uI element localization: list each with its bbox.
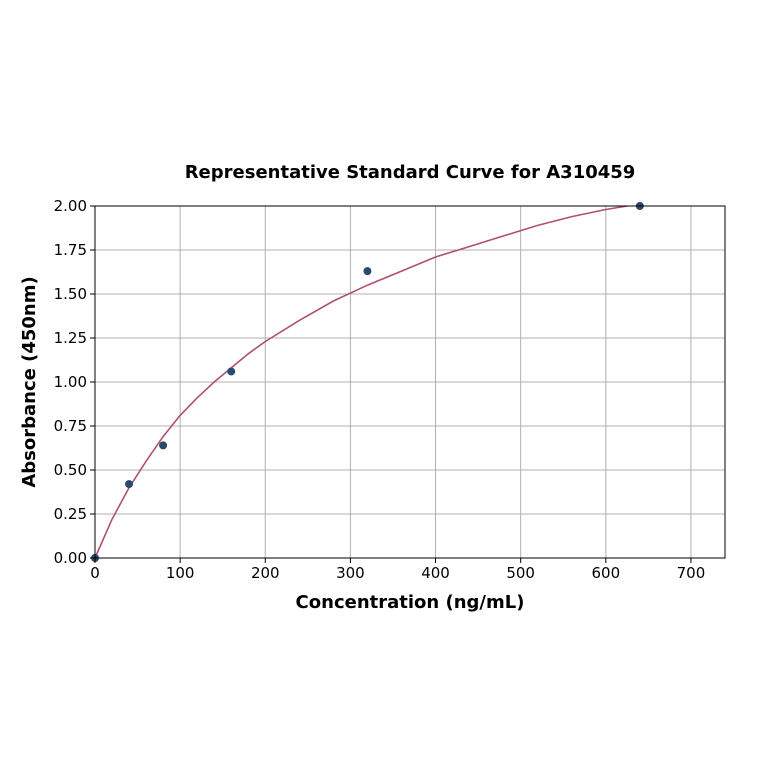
x-tick-label: 100 bbox=[166, 564, 195, 582]
y-tick-label: 0.25 bbox=[54, 505, 87, 523]
x-axis-ticks: 0 100 200 300 400 500 600 700 bbox=[90, 558, 705, 582]
y-tick-label: 2.00 bbox=[54, 197, 87, 215]
y-axis-label: Absorbance (450nm) bbox=[19, 276, 40, 487]
x-tick-label: 700 bbox=[677, 564, 706, 582]
y-tick-label: 1.75 bbox=[54, 241, 87, 259]
y-tick-label: 0.50 bbox=[54, 461, 87, 479]
y-tick-label: 1.25 bbox=[54, 329, 87, 347]
x-tick-label: 600 bbox=[591, 564, 620, 582]
fit-curve-layer bbox=[94, 205, 628, 559]
x-tick-label: 200 bbox=[251, 564, 280, 582]
data-point bbox=[125, 480, 134, 489]
x-tick-label: 0 bbox=[90, 564, 100, 582]
data-point bbox=[227, 367, 236, 376]
x-tick-label: 300 bbox=[336, 564, 365, 582]
chart-title: Representative Standard Curve for A31045… bbox=[185, 162, 636, 183]
x-tick-label: 400 bbox=[421, 564, 450, 582]
y-axis-ticks: 0.00 0.25 0.50 0.75 1.00 1.25 1.50 1.75 2.00 bbox=[54, 197, 95, 567]
fit-curve bbox=[94, 205, 628, 559]
y-tick-label: 0.00 bbox=[54, 549, 87, 567]
grid-lines bbox=[94, 205, 725, 559]
x-axis-label: Concentration (ng/mL) bbox=[296, 592, 525, 613]
y-tick-label: 1.50 bbox=[54, 285, 87, 303]
y-tick-label: 1.00 bbox=[54, 373, 87, 391]
y-tick-label: 0.75 bbox=[54, 417, 87, 435]
data-point bbox=[159, 441, 168, 450]
x-tick-label: 500 bbox=[506, 564, 535, 582]
data-point bbox=[363, 267, 372, 276]
